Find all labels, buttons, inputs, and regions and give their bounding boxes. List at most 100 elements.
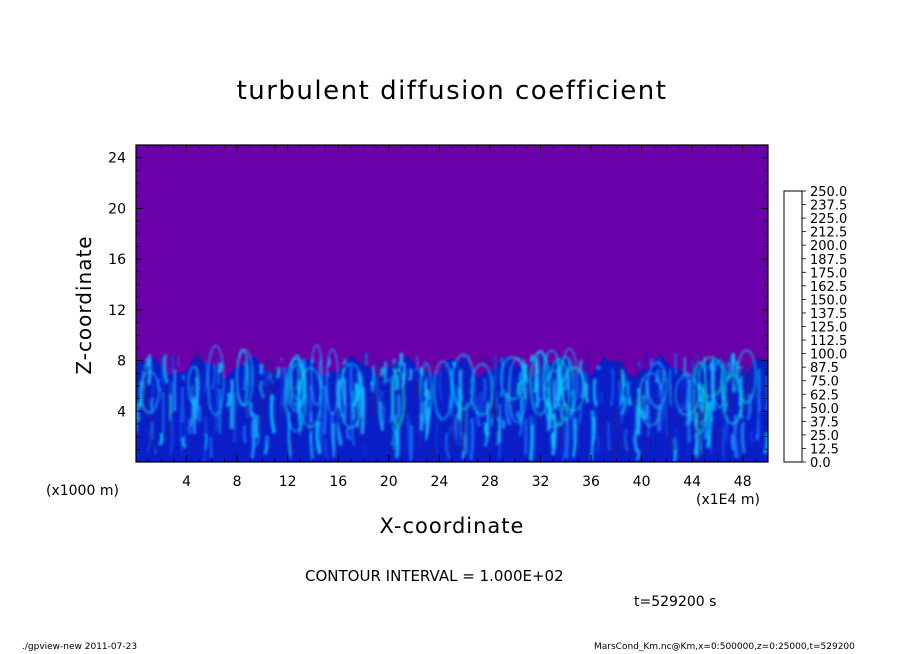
x-axis-label: X-coordinate xyxy=(0,514,904,538)
turbulent-streak xyxy=(744,373,748,412)
turbulent-streak xyxy=(350,411,356,446)
turbulent-streak xyxy=(631,405,637,442)
colorbar-label: 112.5 xyxy=(810,334,847,349)
turbulent-streak xyxy=(645,379,649,420)
turbulent-streak xyxy=(393,430,397,450)
x-tick-label: 20 xyxy=(380,474,398,490)
turbulent-streak xyxy=(423,399,427,421)
turbulent-streak xyxy=(623,374,627,386)
x-tick-label: 16 xyxy=(329,474,347,490)
turbulent-streak xyxy=(550,432,556,449)
turbulent-streak xyxy=(323,438,329,460)
colorbar-label: 250.0 xyxy=(810,185,847,200)
turbulent-streak xyxy=(179,442,183,459)
turbulent-streak xyxy=(638,361,642,368)
turbulent-streaks xyxy=(136,344,768,462)
turbulent-streak xyxy=(194,351,200,378)
turbulent-streak xyxy=(405,413,410,427)
y-axis-unit: (x1000 m) xyxy=(46,483,119,499)
turbulent-streak xyxy=(590,410,595,461)
turbulent-streak xyxy=(749,430,755,443)
turbulent-streak xyxy=(697,417,702,457)
turbulent-streak xyxy=(456,418,460,446)
turbulent-plume xyxy=(560,347,579,414)
turbulent-streak xyxy=(438,370,444,401)
turbulent-plume xyxy=(674,374,700,416)
turbulent-streak xyxy=(283,370,287,382)
turbulent-streak xyxy=(615,418,620,430)
turbulent-streak xyxy=(483,375,488,412)
turbulent-plume xyxy=(542,349,561,411)
turbulent-streak xyxy=(345,426,352,441)
turbulent-streak xyxy=(346,402,353,420)
turbulent-plume xyxy=(420,362,433,425)
turbulent-streak xyxy=(334,417,340,462)
turbulent-streak xyxy=(423,380,427,398)
colorbar-label: 75.0 xyxy=(810,375,839,390)
turbulent-streak xyxy=(143,381,150,417)
turbulent-streak xyxy=(610,368,614,407)
turbulent-streak xyxy=(602,414,606,451)
turbulent-streak xyxy=(701,421,705,439)
turbulent-streak xyxy=(722,425,726,460)
colorbar-label: 0.0 xyxy=(810,456,831,471)
turbulent-streak xyxy=(636,406,641,436)
turbulent-streak xyxy=(596,435,600,454)
turbulent-streak xyxy=(493,354,498,388)
x-tick-label: 4 xyxy=(182,474,191,490)
turbulent-streak xyxy=(525,366,531,402)
turbulent-streak xyxy=(694,354,700,360)
turbulent-streak xyxy=(686,413,690,456)
colorbar-label: 175.0 xyxy=(810,266,847,281)
colorbar-label: 200.0 xyxy=(810,239,847,254)
turbulent-streak xyxy=(177,356,181,368)
turbulent-streak xyxy=(652,380,657,427)
x-tick-label: 32 xyxy=(532,474,550,490)
turbulent-streak xyxy=(251,415,255,448)
turbulent-streak xyxy=(670,383,673,410)
turbulent-streak xyxy=(621,440,625,452)
turbulent-streak xyxy=(214,386,219,432)
colorbar-label: 187.5 xyxy=(810,253,847,268)
turbulent-streak xyxy=(555,369,560,402)
turbulent-streak xyxy=(306,407,311,416)
turbulent-streak xyxy=(409,425,414,461)
turbulent-streak xyxy=(591,416,597,447)
turbulent-streak xyxy=(203,360,208,393)
colorbar-label: 25.0 xyxy=(810,429,839,444)
footer-left-text: ./gpview-new 2011-07-23 xyxy=(22,642,138,652)
turbulent-streak xyxy=(652,429,656,460)
turbulent-plume xyxy=(289,363,305,407)
turbulent-streak xyxy=(639,374,644,410)
turbulent-plume xyxy=(647,361,668,408)
turbulent-streak xyxy=(761,382,767,399)
turbulent-streak xyxy=(462,369,466,403)
x-tick-label: 40 xyxy=(633,474,651,490)
turbulent-streak xyxy=(741,421,746,454)
turbulent-streak xyxy=(749,371,754,413)
turbulent-streak xyxy=(674,429,677,450)
turbulent-streak xyxy=(255,432,260,447)
turbulent-streak xyxy=(337,408,343,435)
turbulent-streak xyxy=(564,373,570,391)
turbulent-streak xyxy=(387,377,392,383)
turbulent-streak xyxy=(147,354,152,385)
time-label: t=529200 s xyxy=(634,594,717,610)
turbulent-streak xyxy=(546,435,550,450)
turbulent-streak xyxy=(408,368,413,382)
turbulent-streak xyxy=(561,427,566,461)
turbulent-streak xyxy=(379,366,385,377)
turbulent-streak xyxy=(160,369,164,400)
turbulent-plume xyxy=(285,358,307,432)
turbulent-plume xyxy=(712,359,727,408)
turbulent-streak xyxy=(249,402,254,417)
colorbar-label: 37.5 xyxy=(810,415,839,430)
turbulent-streak xyxy=(689,378,693,421)
turbulent-streak xyxy=(182,436,187,449)
turbulent-streak xyxy=(184,407,188,421)
turbulent-streak xyxy=(169,355,175,374)
turbulent-plume xyxy=(139,370,160,414)
turbulent-plume xyxy=(698,356,724,398)
turbulent-streak xyxy=(375,377,380,403)
